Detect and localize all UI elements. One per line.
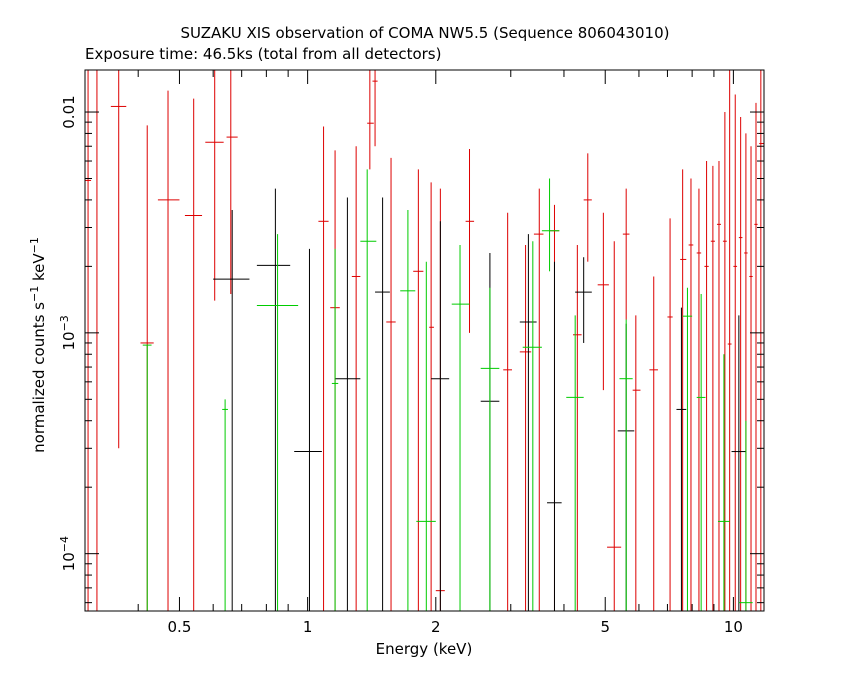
y-axis-label-mid: keV bbox=[30, 253, 48, 286]
x-tick-label-2: 2 bbox=[431, 618, 441, 636]
y-tick-label-2: 0.01 bbox=[60, 95, 78, 128]
y-axis-label-main: normalized counts s bbox=[30, 302, 48, 453]
x-tick-label-10: 10 bbox=[724, 618, 743, 636]
y-tick-label-exponent: −4 bbox=[58, 536, 71, 552]
data-layer bbox=[85, 69, 764, 611]
y-tick-label-exponent: −3 bbox=[58, 315, 71, 331]
chart-title: SUZAKU XIS observation of COMA NW5.5 (Se… bbox=[181, 24, 670, 42]
x-tick-label-1: 1 bbox=[303, 618, 313, 636]
x-tick-label-5: 5 bbox=[600, 618, 610, 636]
series-2 bbox=[142, 169, 753, 611]
x-tick-label-0.5: 0.5 bbox=[168, 618, 192, 636]
tick-marks bbox=[84, 70, 764, 611]
chart-subtitle: Exposure time: 46.5ks (total from all de… bbox=[85, 45, 441, 63]
plot-frame bbox=[84, 69, 765, 612]
y-tick-label-0: 10−4 bbox=[58, 536, 78, 571]
y-axis-label-sup1: −1 bbox=[28, 286, 41, 302]
series-1 bbox=[213, 188, 746, 611]
series-0 bbox=[85, 69, 764, 611]
x-axis-label: Energy (keV) bbox=[376, 640, 473, 658]
y-tick-label-base: 0.01 bbox=[60, 95, 78, 128]
y-axis-label-sup2: −1 bbox=[28, 237, 41, 253]
y-tick-label-base: 10 bbox=[60, 331, 78, 350]
y-axis-label: normalized counts s−1 keV−1 bbox=[28, 237, 48, 453]
y-tick-label-base: 10 bbox=[60, 552, 78, 571]
y-tick-label-1: 10−3 bbox=[58, 315, 78, 350]
